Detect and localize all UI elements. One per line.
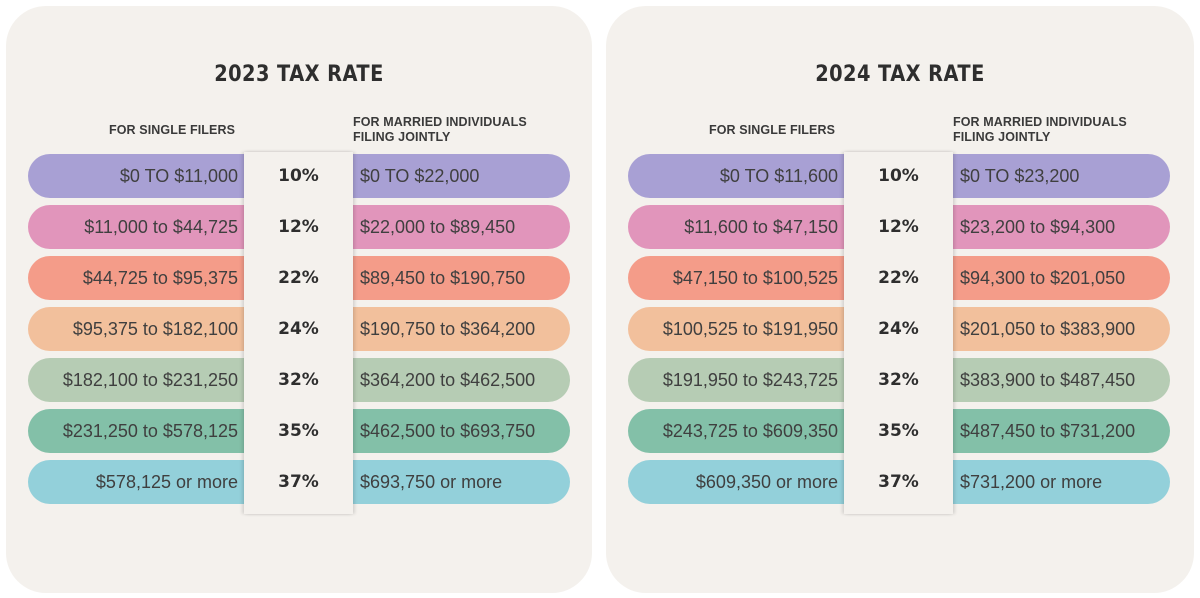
married-filer-range: $94,300 to $201,050 bbox=[953, 256, 1170, 300]
married-filer-range: $462,500 to $693,750 bbox=[353, 409, 570, 453]
single-filer-range: $578,125 or more bbox=[28, 460, 244, 504]
bracket-row: $243,725 to $609,350 $487,450 to $731,200 bbox=[628, 409, 1170, 453]
rate-row: 22% bbox=[628, 256, 1170, 300]
single-filer-range: $0 TO $11,000 bbox=[28, 154, 244, 198]
married-filer-range: $190,750 to $364,200 bbox=[353, 307, 570, 351]
tax-rate: 10% bbox=[278, 166, 319, 186]
married-filers-header: FOR MARRIED INDIVIDUALS FILING JOINTLY bbox=[953, 115, 1173, 145]
tax-rate: 24% bbox=[878, 319, 919, 339]
tax-rate: 22% bbox=[278, 268, 319, 288]
married-filer-range: $364,200 to $462,500 bbox=[353, 358, 570, 402]
rate-row: 10% bbox=[28, 154, 570, 198]
single-filer-range: $47,150 to $100,525 bbox=[628, 256, 844, 300]
married-filer-range: $22,000 to $89,450 bbox=[353, 205, 570, 249]
tax-rate: 10% bbox=[878, 166, 919, 186]
bracket-row: $191,950 to $243,725 $383,900 to $487,450 bbox=[628, 358, 1170, 402]
rate-labels: 10% 12% 22% 24% 32% 35% 37% bbox=[628, 154, 1170, 511]
married-header-line1: FOR MARRIED INDIVIDUALS bbox=[953, 115, 1127, 129]
panel-2024: 2024 TAX RATE FOR SINGLE FILERS FOR MARR… bbox=[606, 6, 1194, 593]
bracket-row: $182,100 to $231,250 $364,200 to $462,500 bbox=[28, 358, 570, 402]
married-filer-range: $89,450 to $190,750 bbox=[353, 256, 570, 300]
single-filer-range: $231,250 to $578,125 bbox=[28, 409, 244, 453]
rate-row: 24% bbox=[628, 307, 1170, 351]
tax-rate: 12% bbox=[878, 217, 919, 237]
married-filer-range: $201,050 to $383,900 bbox=[953, 307, 1170, 351]
rate-row: 10% bbox=[628, 154, 1170, 198]
married-header-line1: FOR MARRIED INDIVIDUALS bbox=[353, 115, 527, 129]
married-header-line2: FILING JOINTLY bbox=[353, 130, 451, 144]
rate-row: 32% bbox=[28, 358, 570, 402]
married-filer-range: $731,200 or more bbox=[953, 460, 1170, 504]
married-filer-range: $0 TO $23,200 bbox=[953, 154, 1170, 198]
single-filer-range: $609,350 or more bbox=[628, 460, 844, 504]
tax-rate: 12% bbox=[278, 217, 319, 237]
tax-rate: 24% bbox=[278, 319, 319, 339]
single-filer-range: $11,600 to $47,150 bbox=[628, 205, 844, 249]
rate-row: 12% bbox=[628, 205, 1170, 249]
single-filer-range: $95,375 to $182,100 bbox=[28, 307, 244, 351]
bracket-row: $95,375 to $182,100 $190,750 to $364,200 bbox=[28, 307, 570, 351]
bracket-row: $0 TO $11,000 $0 TO $22,000 bbox=[28, 154, 570, 198]
rate-labels: 10% 12% 22% 24% 32% 35% 37% bbox=[28, 154, 570, 511]
married-filer-range: $693,750 or more bbox=[353, 460, 570, 504]
tax-rate: 32% bbox=[278, 370, 319, 390]
panel-title: 2023 TAX RATE bbox=[214, 62, 384, 87]
single-filer-range: $0 TO $11,600 bbox=[628, 154, 844, 198]
married-filers-header: FOR MARRIED INDIVIDUALS FILING JOINTLY bbox=[353, 115, 573, 145]
bracket-row: $11,600 to $47,150 $23,200 to $94,300 bbox=[628, 205, 1170, 249]
bracket-row: $231,250 to $578,125 $462,500 to $693,750 bbox=[28, 409, 570, 453]
rate-column-strip bbox=[844, 152, 953, 514]
single-filers-header: FOR SINGLE FILERS bbox=[109, 123, 236, 137]
rate-row: 32% bbox=[628, 358, 1170, 402]
rate-row: 24% bbox=[28, 307, 570, 351]
single-filer-range: $191,950 to $243,725 bbox=[628, 358, 844, 402]
married-filer-range: $0 TO $22,000 bbox=[353, 154, 570, 198]
tax-rate: 37% bbox=[878, 472, 919, 492]
bracket-row: $47,150 to $100,525 $94,300 to $201,050 bbox=[628, 256, 1170, 300]
tax-rate: 37% bbox=[278, 472, 319, 492]
single-filer-range: $44,725 to $95,375 bbox=[28, 256, 244, 300]
single-filers-header: FOR SINGLE FILERS bbox=[709, 123, 836, 137]
tax-rate: 22% bbox=[878, 268, 919, 288]
bracket-row: $578,125 or more $693,750 or more bbox=[28, 460, 570, 504]
married-header-line2: FILING JOINTLY bbox=[953, 130, 1051, 144]
bracket-rows: $0 TO $11,600 $0 TO $23,200 $11,600 to $47… bbox=[628, 154, 1170, 511]
bracket-row: $0 TO $11,600 $0 TO $23,200 bbox=[628, 154, 1170, 198]
panel-2023: 2023 TAX RATE FOR SINGLE FILERS FOR MARR… bbox=[6, 6, 592, 593]
rate-column-strip bbox=[244, 152, 353, 514]
single-filer-range: $243,725 to $609,350 bbox=[628, 409, 844, 453]
bracket-row: $609,350 or more $731,200 or more bbox=[628, 460, 1170, 504]
single-filer-range: $100,525 to $191,950 bbox=[628, 307, 844, 351]
rate-row: 22% bbox=[28, 256, 570, 300]
single-filer-range: $182,100 to $231,250 bbox=[28, 358, 244, 402]
rate-row: 12% bbox=[28, 205, 570, 249]
rate-row: 37% bbox=[28, 460, 570, 504]
single-filer-range: $11,000 to $44,725 bbox=[28, 205, 244, 249]
tax-rate: 35% bbox=[278, 421, 319, 441]
bracket-row: $100,525 to $191,950 $201,050 to $383,900 bbox=[628, 307, 1170, 351]
married-filer-range: $487,450 to $731,200 bbox=[953, 409, 1170, 453]
bracket-row: $44,725 to $95,375 $89,450 to $190,750 bbox=[28, 256, 570, 300]
married-filer-range: $383,900 to $487,450 bbox=[953, 358, 1170, 402]
rate-row: 35% bbox=[28, 409, 570, 453]
rate-row: 37% bbox=[628, 460, 1170, 504]
panel-title: 2024 TAX RATE bbox=[815, 62, 985, 87]
bracket-row: $11,000 to $44,725 $22,000 to $89,450 bbox=[28, 205, 570, 249]
bracket-rows: $0 TO $11,000 $0 TO $22,000 $11,000 to $44… bbox=[28, 154, 570, 511]
married-filer-range: $23,200 to $94,300 bbox=[953, 205, 1170, 249]
rate-row: 35% bbox=[628, 409, 1170, 453]
tax-rate: 32% bbox=[878, 370, 919, 390]
tax-rate: 35% bbox=[878, 421, 919, 441]
